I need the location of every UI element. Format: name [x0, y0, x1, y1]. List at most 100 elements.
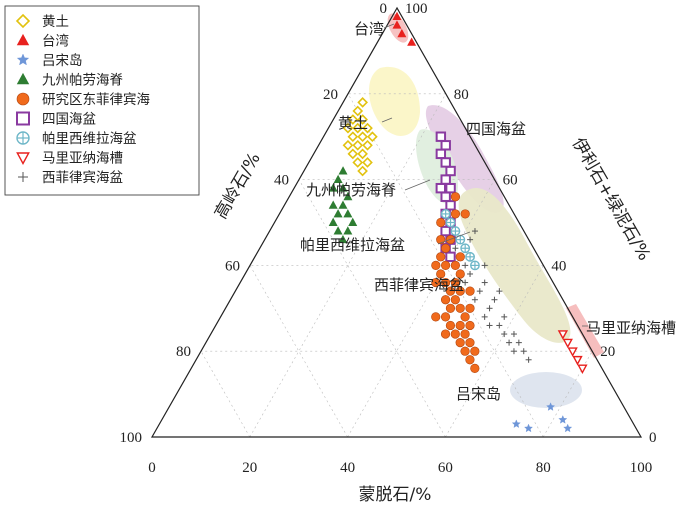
grid-line — [298, 179, 446, 438]
data-point — [392, 20, 402, 29]
data-point — [347, 148, 359, 160]
data-point — [445, 303, 456, 313]
data-point — [481, 313, 488, 320]
data-point — [357, 114, 368, 125]
data-point — [435, 148, 447, 160]
luzon-region — [510, 372, 582, 408]
data-point — [470, 346, 480, 356]
data-point — [501, 331, 508, 338]
data-point — [445, 217, 456, 228]
data-point — [577, 364, 588, 375]
right-tick-label: 100 — [405, 1, 428, 17]
data-point — [431, 277, 441, 288]
legend-label: 马里亚纳海槽 — [42, 151, 123, 167]
data-point — [496, 288, 503, 295]
bottom-tick-label: 100 — [630, 460, 653, 476]
legend-marker — [16, 72, 30, 85]
data-point — [347, 114, 359, 125]
bottom-tick-label: 60 — [438, 460, 453, 476]
data-point — [501, 313, 508, 320]
data-point — [460, 312, 470, 322]
data-point — [455, 252, 465, 262]
data-point — [440, 174, 451, 185]
data-point — [333, 209, 343, 218]
data-point — [357, 165, 368, 177]
data-point — [342, 139, 354, 151]
data-point — [557, 330, 569, 340]
data-point — [352, 157, 364, 168]
data-point — [440, 295, 451, 305]
legend-marker — [16, 152, 30, 165]
data-point — [510, 348, 517, 355]
data-point — [338, 234, 348, 244]
data-point — [510, 331, 517, 338]
leader-lines — [381, 23, 588, 327]
data-point — [338, 200, 348, 209]
data-point — [333, 174, 343, 184]
data-point — [436, 269, 446, 279]
data-point — [445, 200, 456, 211]
data-point — [558, 415, 568, 424]
bottom-tick-label: 0 — [148, 460, 156, 476]
data-point — [440, 209, 451, 219]
data-point — [441, 260, 451, 271]
data-point — [343, 209, 353, 218]
data-point — [445, 182, 456, 194]
data-point — [328, 217, 338, 226]
data-point — [397, 28, 407, 38]
legend-label: 四国海盆 — [42, 112, 96, 128]
data-point — [435, 182, 447, 194]
data-point — [467, 236, 474, 243]
tick-labels: 100 80 60 40 20 0 0 20 40 60 80 100 0 20 40 60 80 100 — [120, 1, 657, 476]
data-point — [460, 209, 470, 219]
legend-marker — [16, 111, 30, 126]
data-point — [450, 329, 460, 339]
left-tick-label: 100 — [120, 430, 143, 446]
data-point — [347, 131, 359, 143]
data-point — [338, 166, 348, 175]
legend-marker — [16, 33, 30, 46]
data-point — [562, 338, 573, 349]
left-tick-label: 20 — [323, 87, 338, 103]
data-point — [328, 183, 338, 192]
data-point — [491, 296, 498, 303]
west-philippine-region — [458, 188, 571, 343]
data-point — [515, 339, 522, 346]
data-point — [572, 355, 583, 366]
right-tick-label: 60 — [503, 173, 518, 189]
region-label-taiwan: 台湾 — [354, 20, 384, 38]
data-point — [455, 286, 465, 296]
data-point — [455, 338, 465, 348]
data-point — [440, 191, 451, 202]
left-tick-label: 40 — [274, 173, 289, 189]
data-point — [407, 37, 417, 46]
bottom-tick-label: 20 — [242, 460, 257, 476]
data-point — [460, 243, 471, 254]
data-point — [392, 11, 402, 21]
data-point — [440, 157, 451, 168]
data-point — [460, 346, 470, 356]
data-point — [445, 320, 456, 331]
data-point — [506, 339, 513, 346]
data-point — [465, 355, 475, 365]
legend-label: 吕宋岛 — [42, 53, 83, 69]
data-point — [357, 131, 368, 143]
data-point — [476, 288, 483, 295]
grid-line — [542, 351, 593, 438]
left-tick-label: 60 — [225, 258, 240, 274]
data-point — [440, 277, 451, 288]
data-point — [440, 140, 451, 151]
data-point — [348, 217, 358, 226]
data-point — [481, 279, 488, 286]
data-point — [431, 260, 441, 271]
data-point — [486, 322, 493, 329]
grid-lines — [200, 93, 593, 438]
data-point — [455, 234, 466, 245]
right-tick-label: 80 — [454, 87, 469, 103]
data-point — [520, 348, 527, 355]
region-label-west-philippine: 西菲律宾海盆 — [374, 276, 464, 294]
grid-line — [347, 93, 544, 438]
legend-marker — [16, 53, 30, 66]
legend-label: 台湾 — [42, 33, 69, 50]
legend-label: 黄土 — [42, 14, 69, 30]
